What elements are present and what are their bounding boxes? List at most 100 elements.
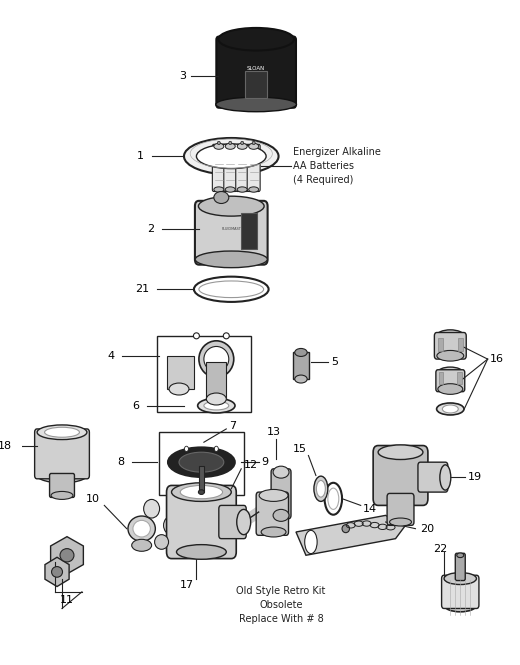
Ellipse shape <box>389 518 411 526</box>
FancyBboxPatch shape <box>224 144 237 192</box>
Ellipse shape <box>184 138 279 175</box>
Ellipse shape <box>133 520 150 537</box>
FancyBboxPatch shape <box>458 338 463 351</box>
Ellipse shape <box>328 488 339 509</box>
Text: 6: 6 <box>132 400 139 411</box>
Text: 13: 13 <box>267 427 281 438</box>
Ellipse shape <box>259 489 288 501</box>
Ellipse shape <box>443 405 458 413</box>
FancyBboxPatch shape <box>219 505 246 539</box>
Text: 14: 14 <box>363 503 378 514</box>
Text: Energizer Alkaline
AA Batteries
(4 Required): Energizer Alkaline AA Batteries (4 Requi… <box>293 147 381 186</box>
Ellipse shape <box>180 485 223 499</box>
Ellipse shape <box>237 509 251 535</box>
Ellipse shape <box>214 446 218 452</box>
Ellipse shape <box>261 527 286 537</box>
Ellipse shape <box>60 549 74 562</box>
Ellipse shape <box>214 144 224 150</box>
Ellipse shape <box>378 445 423 460</box>
Ellipse shape <box>168 448 235 477</box>
Ellipse shape <box>193 333 199 339</box>
FancyBboxPatch shape <box>247 144 260 192</box>
FancyBboxPatch shape <box>438 338 443 351</box>
FancyBboxPatch shape <box>245 71 267 98</box>
FancyBboxPatch shape <box>271 469 291 519</box>
Text: 11: 11 <box>60 595 74 606</box>
FancyBboxPatch shape <box>441 575 479 608</box>
Ellipse shape <box>37 468 87 483</box>
FancyBboxPatch shape <box>293 352 309 379</box>
FancyBboxPatch shape <box>166 485 236 559</box>
Ellipse shape <box>237 187 247 192</box>
Ellipse shape <box>199 340 234 378</box>
Ellipse shape <box>437 330 464 342</box>
FancyBboxPatch shape <box>35 429 89 479</box>
Text: 2: 2 <box>147 224 154 235</box>
Text: 19: 19 <box>467 472 482 483</box>
Ellipse shape <box>144 499 160 518</box>
FancyBboxPatch shape <box>256 492 289 535</box>
Ellipse shape <box>169 383 189 395</box>
Ellipse shape <box>295 348 307 356</box>
Ellipse shape <box>314 476 328 501</box>
Ellipse shape <box>241 141 244 145</box>
Text: 22: 22 <box>433 543 448 554</box>
FancyBboxPatch shape <box>195 201 268 265</box>
Ellipse shape <box>273 509 289 521</box>
Ellipse shape <box>154 535 168 549</box>
Ellipse shape <box>444 573 476 585</box>
Ellipse shape <box>197 144 266 169</box>
Text: 8: 8 <box>117 457 124 467</box>
Ellipse shape <box>437 403 464 415</box>
FancyBboxPatch shape <box>456 553 465 581</box>
Text: 10: 10 <box>85 493 99 504</box>
Ellipse shape <box>176 545 226 559</box>
Text: 5: 5 <box>331 357 338 368</box>
Ellipse shape <box>223 333 229 339</box>
Ellipse shape <box>204 346 229 372</box>
FancyBboxPatch shape <box>199 465 204 492</box>
Ellipse shape <box>305 531 317 553</box>
Ellipse shape <box>37 425 87 440</box>
Ellipse shape <box>438 367 463 378</box>
Ellipse shape <box>218 28 294 51</box>
Ellipse shape <box>199 489 204 495</box>
Ellipse shape <box>273 466 289 478</box>
Text: 17: 17 <box>180 580 194 591</box>
Ellipse shape <box>225 144 235 150</box>
FancyBboxPatch shape <box>457 372 462 384</box>
Text: 7: 7 <box>229 420 236 431</box>
FancyBboxPatch shape <box>387 493 414 525</box>
FancyBboxPatch shape <box>434 332 466 359</box>
Ellipse shape <box>249 144 258 150</box>
Ellipse shape <box>216 97 296 112</box>
Text: 15: 15 <box>293 444 307 454</box>
Ellipse shape <box>457 553 464 557</box>
Text: 9: 9 <box>261 457 268 467</box>
Ellipse shape <box>128 516 155 541</box>
Ellipse shape <box>316 480 326 497</box>
FancyBboxPatch shape <box>418 462 448 492</box>
FancyBboxPatch shape <box>436 370 465 392</box>
Polygon shape <box>45 557 69 587</box>
Ellipse shape <box>217 141 220 145</box>
FancyBboxPatch shape <box>166 356 194 389</box>
FancyBboxPatch shape <box>206 362 226 399</box>
Polygon shape <box>296 515 406 555</box>
Ellipse shape <box>214 192 229 203</box>
FancyBboxPatch shape <box>49 473 74 497</box>
Text: 1: 1 <box>137 151 144 162</box>
FancyBboxPatch shape <box>373 446 428 505</box>
Text: Old Style Retro Kit
Obsolete
Replace With # 8: Old Style Retro Kit Obsolete Replace Wit… <box>237 586 326 624</box>
Text: 4: 4 <box>107 350 114 361</box>
Ellipse shape <box>45 428 80 438</box>
Ellipse shape <box>132 539 152 551</box>
Ellipse shape <box>206 393 226 405</box>
Ellipse shape <box>164 516 179 535</box>
FancyBboxPatch shape <box>216 37 296 108</box>
Ellipse shape <box>198 398 235 413</box>
Ellipse shape <box>51 567 62 577</box>
Text: 16: 16 <box>490 354 504 364</box>
FancyBboxPatch shape <box>236 144 249 192</box>
Ellipse shape <box>444 598 476 612</box>
